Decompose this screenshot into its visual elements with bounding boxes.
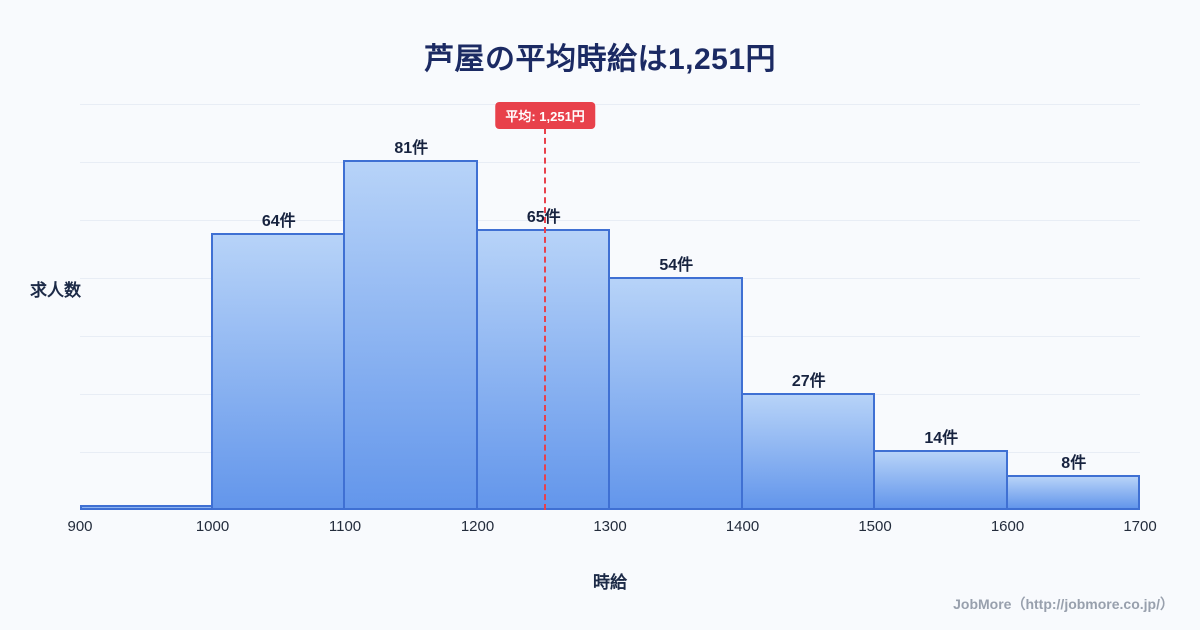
histogram-bar	[608, 276, 743, 510]
footer-credit: JobMore（http://jobmore.co.jp/）	[953, 596, 1174, 612]
bar-count-label: 14件	[924, 429, 959, 447]
gridline	[80, 104, 1140, 105]
histogram-bar	[80, 505, 213, 510]
histogram-bar	[873, 449, 1008, 510]
bar-count-label: 64件	[261, 213, 296, 231]
x-tick-label: 1700	[1123, 518, 1157, 535]
plot-area: 64件 81件 65件 54件 27件 14件 8件 900 1000 1100 1200 1300 1…	[67, 100, 1157, 535]
x-tick-label: 1000	[195, 518, 230, 535]
bar-count-label: 81件	[394, 140, 429, 157]
histogram-bar	[343, 160, 478, 510]
x-tick-label: 900	[67, 518, 93, 535]
histogram-bar	[1005, 475, 1140, 510]
y-axis-label: 求人数	[30, 281, 81, 300]
average-line	[544, 128, 547, 510]
x-tick-label: 1100	[328, 518, 362, 535]
gridline	[80, 162, 1140, 163]
x-tick-label: 1400	[725, 518, 760, 535]
x-axis-label: 時給	[593, 573, 627, 592]
x-tick-label: 1600	[990, 518, 1025, 535]
x-tick-label: 1200	[460, 518, 495, 535]
x-tick-label: 1500	[858, 518, 892, 535]
bar-count-label: 54件	[659, 256, 694, 274]
histogram-bar	[475, 229, 610, 510]
chart-title: 芦屋の平均時給は1,251円	[423, 43, 777, 76]
bar-count-label: 65件	[526, 209, 561, 227]
x-tick-label: 1300	[593, 518, 627, 535]
bar-count-label: 27件	[791, 373, 826, 391]
average-badge: 平均: 1,251円	[495, 102, 595, 129]
histogram-bar	[740, 393, 875, 510]
gridline	[80, 220, 1140, 221]
histogram-bar	[210, 233, 345, 510]
bar-count-label: 8件	[1061, 455, 1087, 473]
